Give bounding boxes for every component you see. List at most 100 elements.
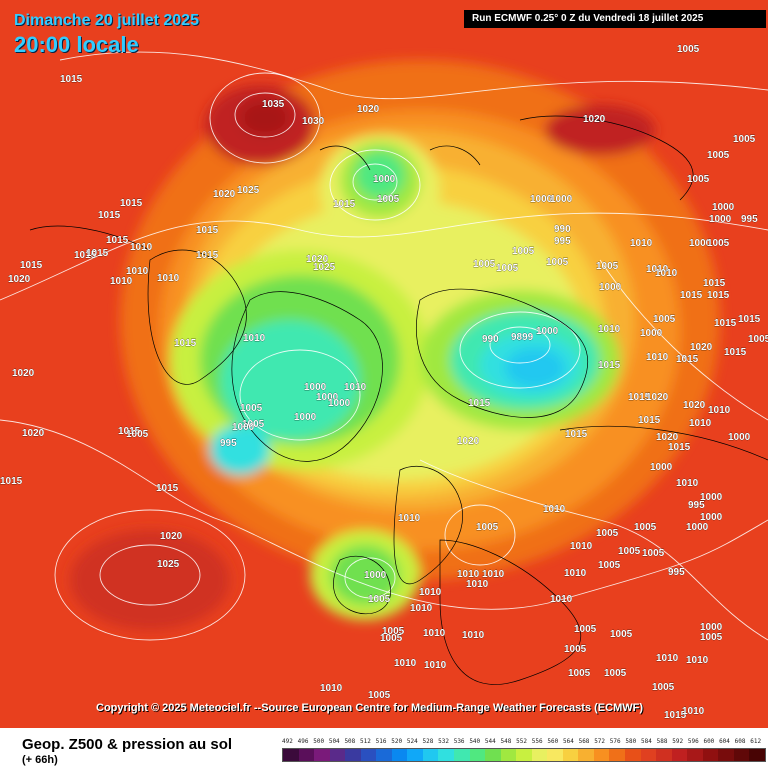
isobar-label: 1005 bbox=[368, 594, 391, 605]
isobar-label: 1020 bbox=[690, 342, 713, 353]
isobar-label: 1015 bbox=[668, 442, 691, 453]
isobar-label: 1000 bbox=[316, 392, 339, 403]
scale-value: 536 bbox=[453, 738, 465, 745]
isobar-label: 1025 bbox=[157, 559, 180, 570]
isobar-label: 1005 bbox=[687, 174, 710, 185]
isobar-label: 1020 bbox=[8, 274, 31, 285]
isobar-label: 1015 bbox=[676, 354, 699, 365]
scale-value: 508 bbox=[344, 738, 356, 745]
isobar-label: 1010 bbox=[466, 579, 489, 590]
isobar-label: 1005 bbox=[380, 633, 403, 644]
scale-swatch bbox=[438, 749, 455, 761]
isobar-label: 1015 bbox=[196, 225, 219, 236]
isobar-label: 995 bbox=[554, 236, 571, 247]
isobar-label: 1005 bbox=[677, 44, 700, 55]
isobar-label: 1010 bbox=[482, 569, 505, 580]
isobar-label: 1015 bbox=[120, 198, 143, 209]
scale-value: 520 bbox=[391, 738, 403, 745]
isobar-label: 1015 bbox=[565, 429, 588, 440]
scale-swatch bbox=[376, 749, 392, 761]
scale-value: 604 bbox=[719, 738, 730, 745]
isobar-label: 1010 bbox=[398, 513, 421, 524]
scale-value: 544 bbox=[484, 738, 496, 745]
isobar-label: 1010 bbox=[646, 352, 669, 363]
scale-value: 596 bbox=[687, 738, 699, 745]
isobar-label: 1005 bbox=[574, 624, 597, 635]
scale-swatch bbox=[578, 749, 594, 761]
scale-value: 572 bbox=[594, 738, 606, 745]
isobar-label: 1000 bbox=[232, 422, 255, 433]
isobar-label: 1000 bbox=[689, 238, 712, 249]
isobar-label: 1005 bbox=[368, 690, 391, 701]
isobar-label: 1035 bbox=[262, 99, 285, 110]
isobar-lines bbox=[0, 51, 768, 641]
isobar-label: 1015 bbox=[156, 483, 179, 494]
isobar-label: 1000 bbox=[328, 398, 351, 409]
isobar-label: 1000 bbox=[728, 432, 751, 443]
isobar-label: 1010 bbox=[646, 264, 669, 275]
isobar-label: 1000 bbox=[304, 382, 327, 393]
isobar-label: 1005 bbox=[733, 134, 756, 145]
isobar-label: 1010 bbox=[689, 418, 712, 429]
copyright-notice: Copyright © 2025 Meteociel.fr --Source E… bbox=[96, 702, 643, 714]
scale-swatch bbox=[593, 749, 610, 761]
isobar-label: 1010 bbox=[630, 238, 653, 249]
scale-value: 608 bbox=[734, 738, 746, 745]
scale-swatch bbox=[749, 749, 765, 761]
isobar-label: 995 bbox=[220, 438, 237, 449]
scale-swatch bbox=[671, 749, 688, 761]
isobar-label: 1005 bbox=[634, 522, 657, 533]
scale-value: 500 bbox=[313, 738, 325, 745]
scale-swatch bbox=[516, 749, 532, 761]
scale-swatch bbox=[625, 749, 641, 761]
isobar-label: 1005 bbox=[652, 682, 675, 693]
isobar-label: 1010 bbox=[598, 324, 621, 335]
isobar-label: 1010 bbox=[419, 587, 442, 598]
isobar-label: 1005 bbox=[382, 626, 405, 637]
scale-swatch bbox=[562, 749, 579, 761]
isobar-label: 1010 bbox=[682, 706, 705, 717]
isobar-label: 1015 bbox=[106, 235, 129, 246]
isobar-label: 1005 bbox=[496, 263, 519, 274]
isobar-label: 1005 bbox=[642, 548, 665, 559]
scale-value: 504 bbox=[328, 738, 340, 745]
scale-swatch bbox=[422, 749, 439, 761]
isobar-label: 1015 bbox=[724, 347, 747, 358]
scale-value: 556 bbox=[531, 738, 543, 745]
isobar-label: 1030 bbox=[302, 116, 325, 127]
isobar-label: 990 bbox=[482, 334, 499, 345]
isobar-label: 1010 bbox=[110, 276, 133, 287]
isobar-label: 1015 bbox=[0, 476, 23, 487]
isobar-label: 1000 bbox=[364, 570, 387, 581]
scale-swatch bbox=[345, 749, 361, 761]
isobar-label: 1020 bbox=[213, 189, 236, 200]
isobar-label: 1005 bbox=[618, 546, 641, 557]
isobar-label: 995 bbox=[741, 214, 758, 225]
scale-value: 560 bbox=[547, 738, 559, 745]
scale-swatch bbox=[656, 749, 672, 761]
isobar-label: 1005 bbox=[242, 419, 265, 430]
scale-value: 548 bbox=[500, 738, 512, 745]
isobar-label: 1020 bbox=[160, 531, 183, 542]
isobar-label: 1000 bbox=[536, 326, 559, 337]
isobar-label: 1005 bbox=[126, 429, 149, 440]
isobar-label: 1015 bbox=[60, 74, 83, 85]
scale-swatch bbox=[687, 749, 703, 761]
isobar-label: 1005 bbox=[596, 528, 619, 539]
isobar-label: 1025 bbox=[313, 262, 336, 273]
isobar-label: 1005 bbox=[598, 560, 621, 571]
isobar-label: 1010 bbox=[126, 266, 149, 277]
isobar-label: 1010 bbox=[462, 630, 485, 641]
scale-swatch bbox=[283, 749, 299, 761]
scale-value: 592 bbox=[672, 738, 684, 745]
isobar-label: 1015 bbox=[703, 278, 726, 289]
isobar-label: 1000 bbox=[686, 522, 709, 533]
isobar-label: 1010 bbox=[543, 504, 566, 515]
isobar-label: 1005 bbox=[596, 261, 619, 272]
scale-value: 564 bbox=[562, 738, 574, 745]
isobar-label: 1005 bbox=[707, 150, 730, 161]
scale-swatch bbox=[702, 749, 719, 761]
isobar-label: 9899 bbox=[511, 332, 534, 343]
isobar-label: 1005 bbox=[604, 668, 627, 679]
scale-swatch bbox=[718, 749, 734, 761]
